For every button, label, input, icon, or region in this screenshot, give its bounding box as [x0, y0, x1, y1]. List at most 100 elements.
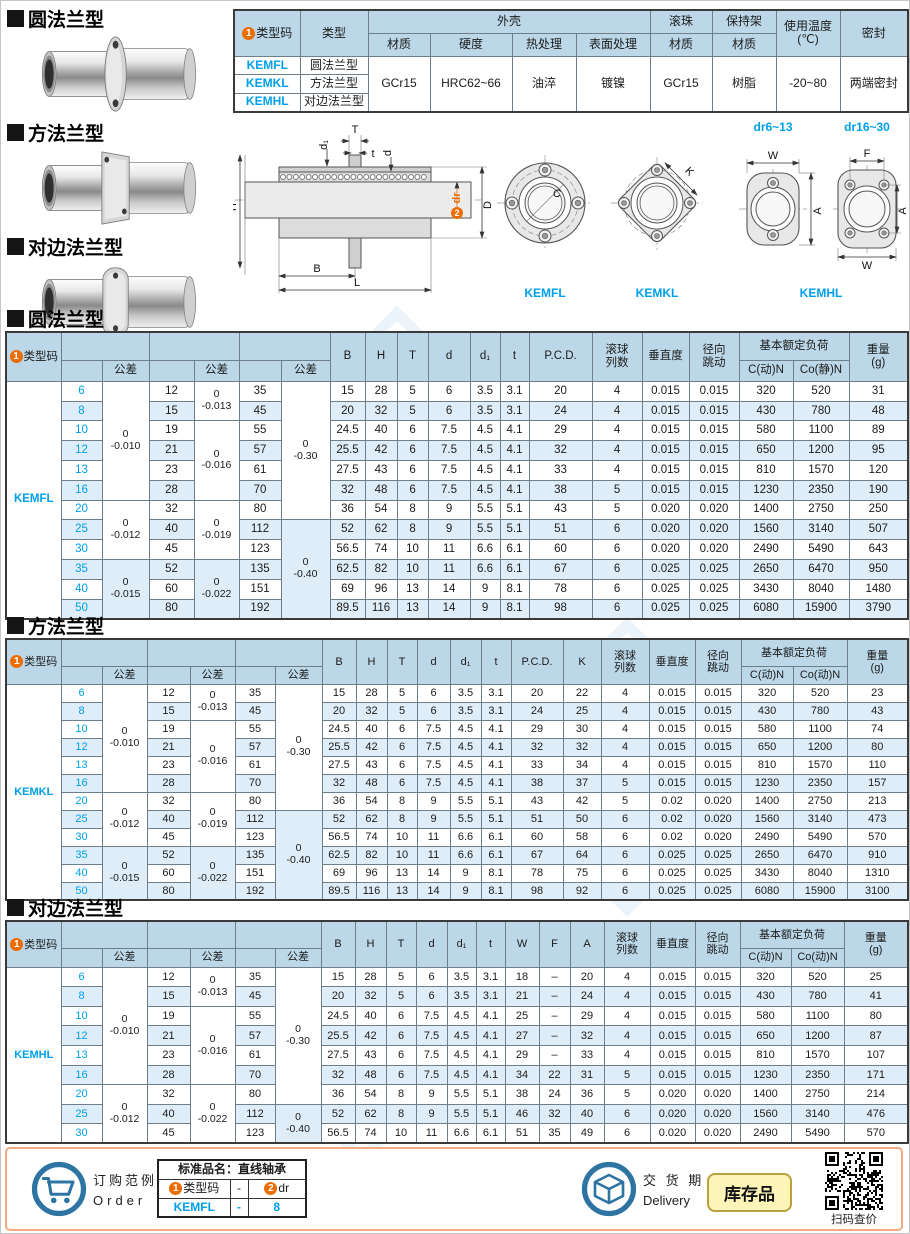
data-cell: 0.015: [648, 683, 696, 703]
data-cell: 4: [600, 683, 650, 703]
data-cell: 14: [427, 578, 471, 600]
data-cell: 1570: [792, 755, 848, 775]
data-cell: 0.015: [694, 719, 742, 739]
data-cell: 92: [562, 881, 602, 901]
data-cell: 0 -0.30: [274, 683, 323, 811]
header-cell: B: [321, 638, 357, 685]
header-cell: d₁: [469, 331, 501, 382]
data-cell: 33: [569, 1045, 605, 1066]
data-cell: 0 -0.013: [189, 683, 236, 721]
data-cell: 0.015: [641, 459, 690, 481]
data-cell: –: [538, 1045, 571, 1066]
range-label-large: dr16~30: [844, 120, 890, 134]
data-cell: 67: [510, 845, 564, 865]
data-cell: 580: [738, 420, 794, 442]
data-cell: 40: [364, 420, 398, 442]
data-cell: 5.5: [449, 809, 482, 829]
header-cell: H: [364, 331, 398, 382]
data-cell: 4: [591, 420, 643, 442]
header-cell: 重量 (g): [846, 638, 909, 685]
data-cell: –: [538, 1025, 571, 1046]
data-cell: 4.5: [449, 719, 482, 739]
header-cell: [60, 665, 103, 685]
data-cell: 19: [146, 1005, 191, 1027]
data-cell: 0.025: [648, 845, 696, 865]
data-cell: 8.1: [480, 881, 512, 901]
data-cell: 82: [364, 558, 398, 580]
data-cell: 8.1: [499, 598, 530, 620]
header-cell: 1 类型码: [5, 331, 62, 382]
data-cell: 4: [591, 400, 643, 422]
data-cell: 5.1: [480, 791, 512, 811]
data-cell: 28: [146, 1064, 191, 1086]
data-cell: 14: [427, 598, 471, 620]
delivery-label: 交 货 期 Delivery: [643, 1171, 704, 1210]
data-cell: 0.025: [688, 558, 740, 580]
data-cell: 8.1: [499, 578, 530, 600]
data-cell: 2490: [740, 827, 794, 847]
data-cell: –: [538, 966, 571, 988]
data-cell: 6: [603, 1123, 651, 1144]
section-title-text: 对边法兰型: [28, 899, 124, 920]
data-cell: 0.015: [694, 966, 741, 988]
data-cell: 0 -0.013: [189, 966, 236, 1007]
data-cell: 16: [60, 479, 103, 501]
data-cell: 116: [364, 598, 398, 620]
data-cell: 6: [600, 881, 650, 901]
header-cell: B: [329, 331, 366, 382]
data-cell: 0.015: [641, 420, 690, 442]
data-cell: 4: [603, 1045, 651, 1066]
data-cell: 38: [504, 1084, 540, 1105]
data-cell: 507: [848, 519, 909, 541]
product-title-square: 方法兰型: [7, 119, 231, 145]
data-cell: 107: [843, 1045, 909, 1066]
data-cell: 89: [848, 420, 909, 442]
data-cell: 34: [562, 755, 602, 775]
data-cell: 3.5: [449, 701, 482, 721]
data-cell: 52: [148, 558, 195, 580]
data-cell: 1200: [792, 440, 850, 461]
data-cell: 6.1: [480, 827, 512, 847]
data-cell: 20: [321, 701, 357, 721]
data-cell: 46: [504, 1103, 540, 1125]
data-cell: 48: [355, 773, 388, 793]
data-cell: 6470: [792, 845, 848, 865]
data-cell: 8040: [792, 863, 848, 883]
data-cell: 11: [427, 539, 471, 560]
data-cell: 48: [364, 479, 398, 501]
header-cell: [146, 947, 191, 968]
data-cell: 57: [234, 1025, 276, 1046]
data-cell: 28: [364, 380, 398, 402]
data-cell: 74: [355, 827, 388, 847]
data-cell: 6.6: [446, 1123, 477, 1144]
data-cell: 0 -0.015: [101, 845, 148, 901]
data-cell: 12: [146, 683, 191, 703]
data-cell: 51: [528, 519, 593, 541]
data-cell: 780: [790, 986, 845, 1007]
data-cell: 1400: [739, 1084, 792, 1105]
dim-label-W-large: W: [862, 260, 873, 272]
data-cell: 13: [60, 755, 103, 775]
data-cell: 62.5: [329, 558, 366, 580]
data-cell: 0.015: [688, 459, 740, 481]
data-cell: 171: [843, 1064, 909, 1086]
data-cell: 24.5: [321, 719, 357, 739]
data-cell: KEMFL: [233, 55, 301, 75]
data-cell: 70: [234, 1064, 276, 1086]
data-cell: 0 -0.012: [101, 1084, 148, 1144]
header-cell: C(动)N: [739, 947, 792, 968]
data-cell: 123: [238, 539, 282, 560]
data-cell: 60: [146, 863, 191, 883]
data-cell: 23: [846, 683, 909, 703]
data-cell: 5: [396, 400, 429, 422]
data-cell: 7.5: [415, 1005, 448, 1027]
product-column: 圆法兰型 方法兰型: [7, 5, 231, 347]
data-cell: 214: [843, 1084, 909, 1105]
header-cell: [60, 359, 103, 382]
data-cell: 45: [238, 400, 282, 422]
data-cell: 4: [600, 755, 650, 775]
data-cell: 75: [562, 863, 602, 883]
data-cell: 43: [528, 499, 593, 521]
